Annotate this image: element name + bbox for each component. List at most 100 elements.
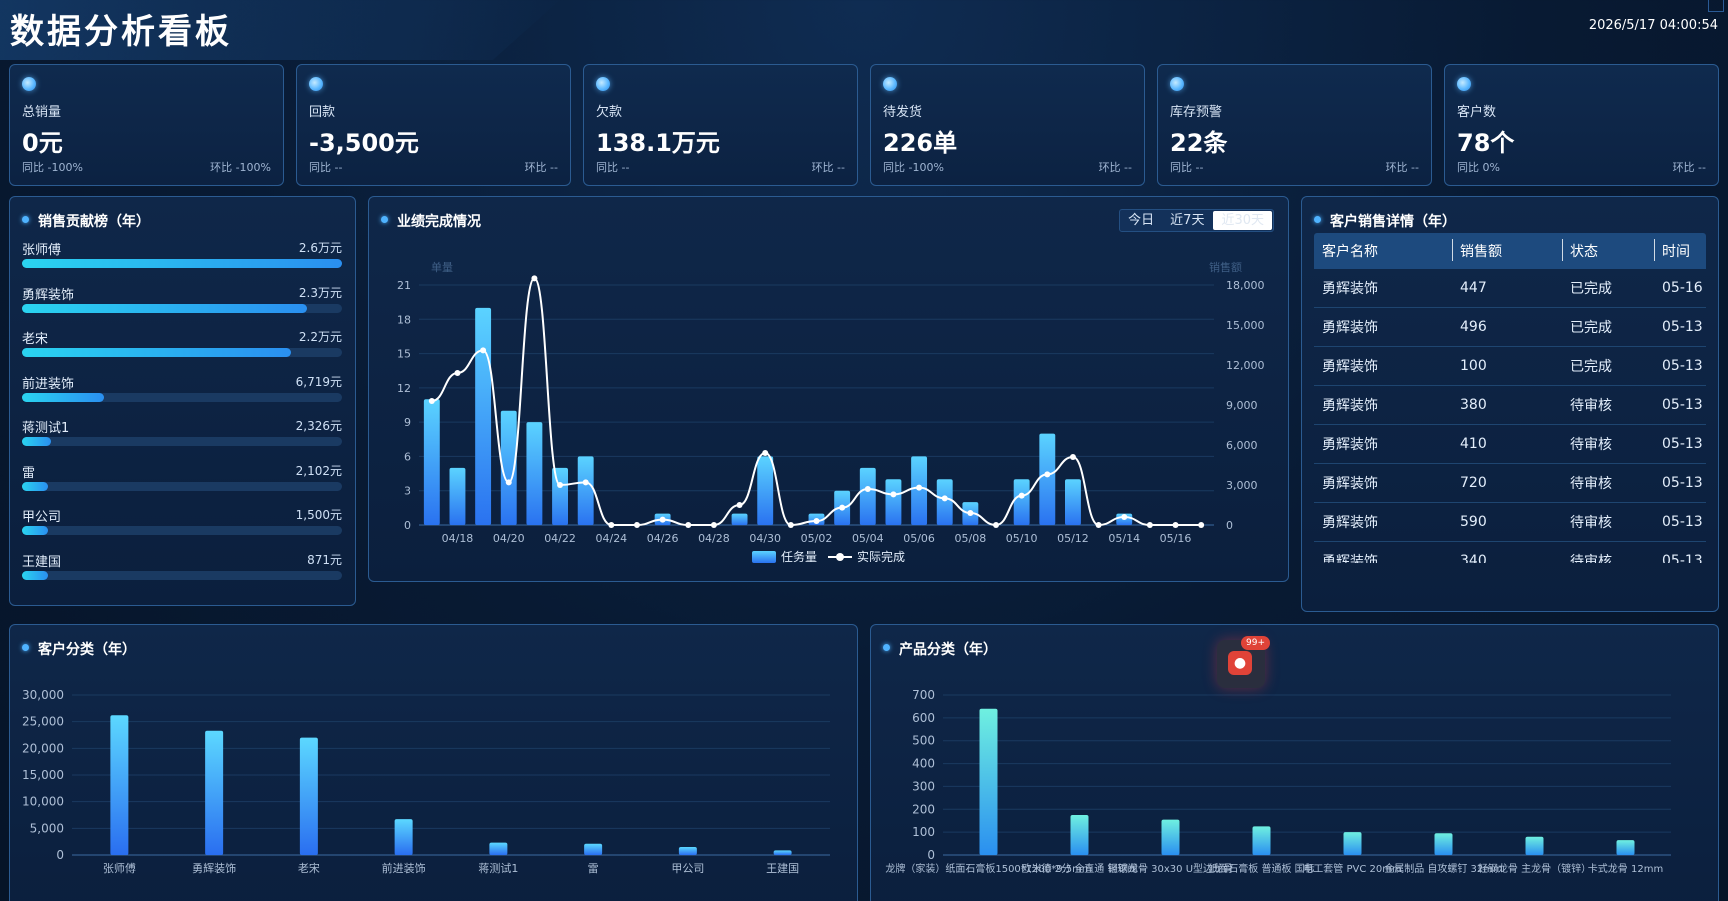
- y-tick-label: 600: [912, 711, 935, 725]
- kpi-yoy: 同比 --: [596, 161, 630, 174]
- actual-point: [582, 479, 589, 486]
- x-tick-label: 04/24: [595, 532, 627, 545]
- kpi-card[interactable]: 欠款 138.1万元 同比 -- 环比 --: [583, 64, 858, 186]
- category-bar: [979, 708, 998, 855]
- y-tick-label: 0: [404, 519, 411, 532]
- ranking-value: 2.3万元: [298, 285, 342, 300]
- table-row[interactable]: 勇辉装饰 100 已完成 05-13: [1314, 347, 1706, 386]
- task-bar: [577, 456, 594, 525]
- category-bar: [205, 730, 224, 855]
- ranking-item[interactable]: 张师傅 2.6万元: [22, 239, 342, 284]
- kpi-card[interactable]: 待发货 226单 同比 -100% 环比 --: [870, 64, 1145, 186]
- actual-point: [428, 398, 435, 404]
- table-row[interactable]: 勇辉装饰 340 待审核 05-13: [1314, 542, 1706, 563]
- ranking-name: 雷: [22, 465, 36, 481]
- category-bar: [1252, 826, 1271, 855]
- table-cell: 05-16: [1662, 280, 1703, 296]
- ranking-item[interactable]: 勇辉装饰 2.3万元: [22, 284, 342, 329]
- column-header[interactable]: 时间: [1654, 239, 1706, 261]
- time-range-selector: 今日 近7天 近30天: [1119, 209, 1274, 232]
- customer-category-title: 客户分类（年）: [22, 639, 136, 659]
- table-cell: 待审核: [1570, 476, 1612, 492]
- tab-last-30-days[interactable]: 近30天: [1213, 211, 1272, 230]
- table-row[interactable]: 勇辉装饰 447 已完成 05-16: [1314, 269, 1706, 308]
- task-bar: [731, 513, 748, 525]
- x-tick-label: 05/04: [852, 532, 884, 545]
- actual-point: [813, 518, 820, 524]
- y2-tick-label: 0: [1226, 519, 1233, 532]
- table-cell: 待审核: [1570, 398, 1612, 414]
- task-bar: [1013, 479, 1030, 525]
- ranking-item[interactable]: 老宋 2.2万元: [22, 328, 342, 373]
- table-row[interactable]: 勇辉装饰 720 待审核 05-13: [1314, 464, 1706, 503]
- tab-last-7-days[interactable]: 近7天: [1170, 213, 1205, 228]
- kpi-mom: 环比 -100%: [210, 161, 271, 174]
- product-category-panel: 产品分类（年） 0 100 200 300 400 500 600 700 龙牌（家装）纸面石膏…: [870, 624, 1719, 901]
- y2-tick-label: 3,000: [1226, 479, 1258, 492]
- column-header[interactable]: 销售额: [1452, 239, 1562, 261]
- ranking-name: 甲公司: [22, 510, 62, 525]
- kpi-label: 待发货: [883, 105, 923, 120]
- actual-point: [659, 516, 666, 523]
- task-bar: [1065, 479, 1081, 525]
- category-bar: [394, 819, 413, 855]
- ranking-item[interactable]: 甲公司 1,500元: [22, 506, 342, 551]
- actual-point: [864, 486, 871, 492]
- product-category-chart: 0 100 200 300 400 500 600 700 龙牌（家装）纸面石膏板1500*12…: [885, 688, 1671, 875]
- table-cell: 05-13: [1662, 475, 1703, 491]
- ranking-item[interactable]: 前进装饰 6,719元: [22, 373, 342, 418]
- x-tick-label: 勇辉装饰: [192, 861, 236, 875]
- kpi-card[interactable]: 库存预警 22条 同比 -- 环比 --: [1157, 64, 1432, 186]
- kpi-value: 138.1万元: [596, 129, 720, 157]
- category-bar: [678, 847, 697, 855]
- actual-point: [505, 479, 512, 486]
- actual-line: [431, 277, 1202, 527]
- legend-label: 任务量: [781, 549, 817, 564]
- table-cell: 410: [1460, 436, 1487, 452]
- table-cell: 05-13: [1662, 553, 1703, 563]
- y-tick-label: 15,000: [22, 768, 64, 782]
- table-header: 客户名称 销售额 状态 时间: [1314, 233, 1706, 269]
- page-title: 数据分析看板: [10, 12, 232, 52]
- table-body: 勇辉装饰 447 已完成 05-16 勇辉装饰 496 已完成 05-13 勇辉装饰 100 已完成…: [1314, 269, 1706, 563]
- y-tick-label: 0: [927, 848, 935, 862]
- kpi-label: 回款: [309, 105, 336, 120]
- column-header[interactable]: 状态: [1562, 239, 1654, 261]
- y-tick-label: 21: [397, 279, 411, 292]
- ranking-value: 2,102元: [295, 463, 342, 478]
- ranking-item[interactable]: 蒋测试1 2,326元: [22, 417, 342, 462]
- y-tick-label: 3: [404, 485, 411, 498]
- table-cell: 590: [1460, 514, 1487, 530]
- actual-point: [608, 522, 615, 528]
- ranking-item[interactable]: 王建国 871元: [22, 551, 342, 596]
- table-row[interactable]: 勇辉装饰 590 待审核 05-13: [1314, 503, 1706, 542]
- ranking-bar-fill: [22, 348, 291, 357]
- column-header[interactable]: 客户名称: [1322, 244, 1378, 260]
- category-bar: [1070, 815, 1089, 855]
- kpi-mom: 环比 --: [1672, 161, 1706, 174]
- x-tick-label: 04/22: [544, 532, 576, 545]
- tab-today[interactable]: 今日: [1128, 213, 1155, 228]
- x-tick-label: 05/02: [801, 532, 833, 545]
- kpi-yoy: 同比 --: [1170, 161, 1204, 174]
- kpi-yoy: 同比 --: [309, 161, 343, 174]
- kpi-card[interactable]: 回款 -3,500元 同比 -- 环比 --: [296, 64, 571, 186]
- y2-tick-label: 18,000: [1226, 279, 1265, 292]
- table-row[interactable]: 勇辉装饰 410 待审核 05-13: [1314, 425, 1706, 464]
- task-bar: [449, 467, 466, 525]
- kpi-mom: 环比 --: [1385, 161, 1419, 174]
- kpi-card[interactable]: 总销量 0元 同比 -100% 环比 -100%: [9, 64, 284, 186]
- table-cell: 勇辉装饰: [1322, 437, 1378, 453]
- category-bar: [299, 737, 318, 855]
- x-tick-label: 纸面石膏板 普通板 国标: [1208, 862, 1314, 875]
- table-cell: 496: [1460, 319, 1487, 335]
- y2-tick-label: 12,000: [1226, 359, 1265, 372]
- ranking-item[interactable]: 雷 2,102元: [22, 462, 342, 507]
- x-tick-label: 欧米德 2分 全直通 铜球阀: [1022, 862, 1138, 875]
- table-row[interactable]: 勇辉装饰 380 待审核 05-13: [1314, 386, 1706, 425]
- table-cell: 勇辉装饰: [1322, 398, 1378, 414]
- notification-button[interactable]: ● 99+: [1217, 636, 1270, 688]
- kpi-card[interactable]: 客户数 78个 同比 0% 环比 --: [1444, 64, 1719, 186]
- table-cell: 已完成: [1570, 281, 1612, 297]
- table-row[interactable]: 勇辉装饰 496 已完成 05-13: [1314, 308, 1706, 347]
